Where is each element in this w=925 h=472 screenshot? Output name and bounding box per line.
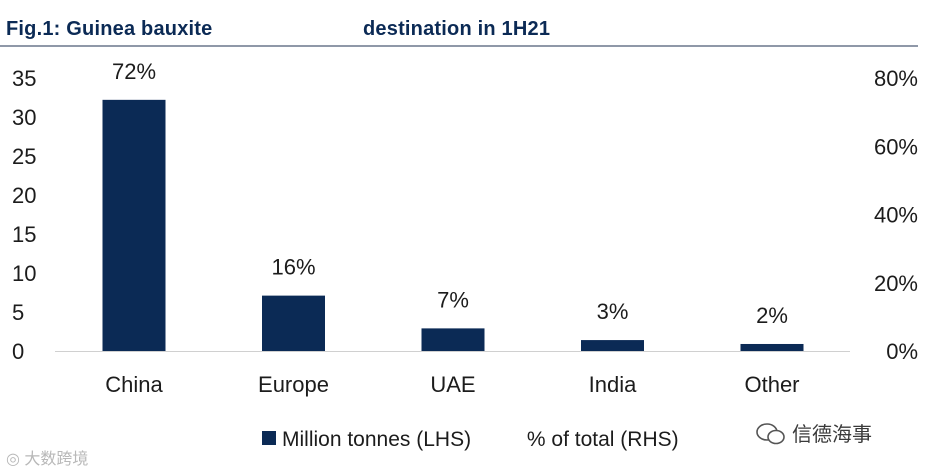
bar <box>102 99 166 351</box>
right-tick-label: 80% <box>874 66 918 91</box>
left-tick-label: 5 <box>12 300 24 325</box>
left-tick-label: 0 <box>12 339 24 364</box>
legend-item-tonnes: Million tonnes (LHS) <box>262 428 477 451</box>
category-label: China <box>105 372 163 397</box>
watermark-left-text: 大数跨境 <box>24 451 89 468</box>
left-tick-label: 15 <box>12 222 36 247</box>
data-label: 2% <box>756 303 788 328</box>
chart-title-part2: destination in 1H21 <box>363 18 551 40</box>
right-tick-label: 60% <box>874 134 918 159</box>
data-label: 16% <box>271 255 315 280</box>
watermark-left: ◎ 大数跨境 <box>6 445 88 469</box>
category-label: UAE <box>430 372 475 397</box>
data-label: 72% <box>112 59 156 84</box>
left-tick-label: 10 <box>12 261 36 286</box>
category-label: India <box>589 372 637 397</box>
right-tick-label: 0% <box>886 339 918 364</box>
chart-title: Fig.1: Guinea bauxite destination in 1H2… <box>6 18 550 41</box>
data-label: 7% <box>437 287 469 312</box>
category-label: Other <box>744 372 799 397</box>
chart-title-part1: Fig.1: Guinea bauxite <box>6 18 213 40</box>
bar <box>581 340 644 351</box>
watermark-right-text: 信德海事 <box>792 424 872 446</box>
right-tick-label: 20% <box>874 271 918 296</box>
wechat-icon <box>756 423 785 445</box>
left-tick-label: 30 <box>12 105 36 130</box>
bar <box>262 295 325 351</box>
legend-label-tonnes: Million tonnes (LHS) <box>282 428 472 451</box>
bar <box>421 328 485 351</box>
watermark-right: 信德海事 <box>756 418 872 447</box>
legend: Million tonnes (LHS) % of total (RHS) <box>262 428 679 452</box>
legend-item-percent: % of total (RHS) <box>527 428 679 451</box>
left-tick-label: 20 <box>12 183 36 208</box>
legend-label-percent: % of total (RHS) <box>526 428 679 451</box>
left-tick-label: 25 <box>12 144 36 169</box>
left-tick-label: 35 <box>12 66 36 91</box>
category-label: Europe <box>258 372 329 397</box>
legend-swatch <box>262 431 276 445</box>
title-divider <box>0 45 918 47</box>
logo-icon: ◎ <box>6 451 25 468</box>
right-tick-label: 40% <box>874 203 918 228</box>
data-label: 3% <box>597 299 629 324</box>
bar <box>740 343 804 351</box>
